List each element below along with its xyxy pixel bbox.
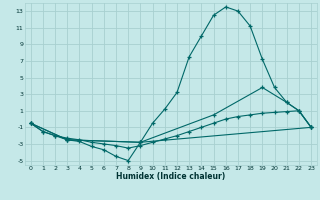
X-axis label: Humidex (Indice chaleur): Humidex (Indice chaleur) xyxy=(116,172,226,181)
